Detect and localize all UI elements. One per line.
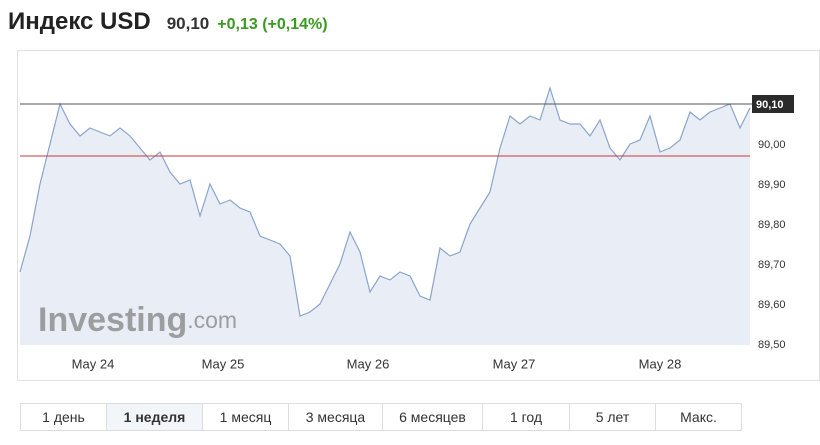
period-button[interactable]: Макс. (680, 409, 717, 425)
y-tick-label: 89,50 (758, 339, 786, 351)
period-button[interactable]: 6 месяцев (383, 404, 483, 430)
period-button[interactable]: 5 лет (570, 404, 656, 430)
title: Индекс USD (8, 8, 151, 35)
price-line (19, 85, 751, 317)
y-tick-label: 89,60 (758, 299, 786, 311)
y-tick-label: 89,80 (758, 219, 786, 231)
y-tick-label: 90,00 (758, 139, 786, 151)
chart: 90,10 89,50 89,60 89,70 89,80 89,90 90,00 May 2… (17, 50, 820, 381)
price: 90,10 (166, 14, 210, 33)
period-button[interactable]: 1 год (483, 404, 570, 430)
current-price-box (752, 95, 794, 113)
period-button[interactable]: 1 день (21, 404, 107, 430)
area-fill (20, 88, 750, 345)
x-tick-label: May 24 (72, 356, 115, 371)
watermark: Investing.com (38, 301, 237, 339)
y-tick-label: 89,70 (758, 259, 786, 271)
period-button[interactable]: 1 месяц (203, 404, 289, 430)
period-button[interactable]: 1 неделя (107, 404, 203, 430)
watermark-suffix: .com (187, 307, 237, 333)
y-tick-label: 89,90 (758, 179, 786, 191)
header: Индекс USD 90,10 +0,13 (+0,14%) (8, 8, 328, 38)
period-bar: 1 день 1 неделя 1 месяц 3 месяца 6 месяцев 1 … (20, 403, 742, 431)
change: +0,13 (+0,14%) (217, 16, 328, 33)
period-button[interactable]: 3 месяца (289, 404, 383, 430)
x-tick-label: May 27 (493, 356, 536, 371)
current-price-label: 90,10 (756, 99, 784, 111)
x-tick-label: May 26 (347, 356, 390, 371)
x-tick-label: May 25 (202, 356, 245, 371)
x-tick-label: May 28 (639, 356, 682, 371)
watermark-brand: Investing (38, 301, 187, 339)
